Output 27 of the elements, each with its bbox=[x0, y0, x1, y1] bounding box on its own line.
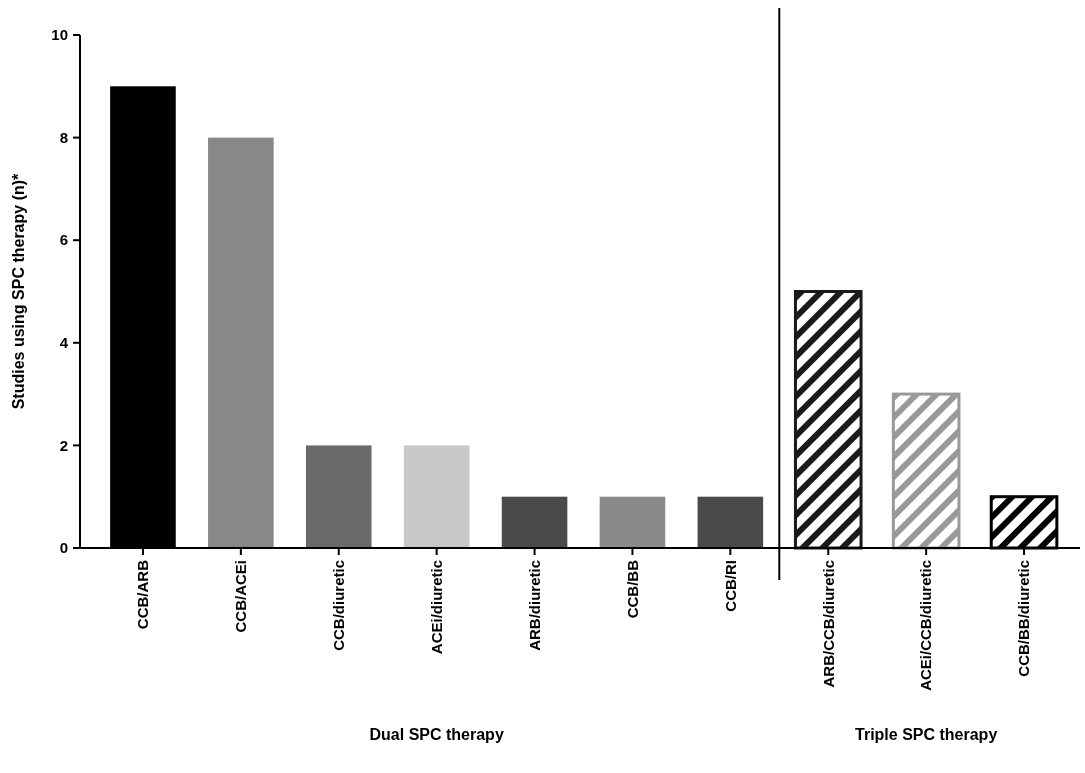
text: Dual SPC therapy bbox=[369, 726, 504, 743]
x-tick-label: CCB/BB bbox=[623, 559, 641, 619]
x-tick-label: ACEi/CCB/diuretic bbox=[917, 560, 935, 691]
x-tick-label: CCB/diuretic bbox=[330, 560, 347, 651]
bar bbox=[697, 496, 764, 548]
y-axis-title: Studies using SPC therapy (n)* bbox=[10, 172, 27, 410]
x-tick-label: ACEi/diuretic bbox=[427, 560, 445, 655]
x-tick-label: ARB/diuretic bbox=[525, 560, 543, 651]
bar bbox=[305, 445, 372, 548]
bar bbox=[599, 496, 666, 548]
bar bbox=[403, 445, 470, 548]
bar bbox=[208, 137, 274, 548]
y-tick-label: 8 bbox=[59, 128, 68, 146]
bar bbox=[501, 496, 568, 548]
y-tick-label: 10 bbox=[51, 26, 68, 44]
y-tick-label: 0 bbox=[59, 539, 68, 557]
x-tick-label: CCB/RI bbox=[721, 560, 739, 612]
text: Triple SPC therapy bbox=[855, 726, 998, 743]
bar bbox=[891, 392, 961, 550]
x-tick-label: CCB/BB/diuretic bbox=[1015, 560, 1033, 677]
y-tick-label: 6 bbox=[59, 231, 68, 249]
x-tick-label: CCB/ACEi bbox=[232, 560, 250, 633]
x-tick-label: ARB/CCB/diuretic bbox=[819, 560, 837, 688]
x-tick-label: CCB/ARB bbox=[134, 559, 152, 630]
bar bbox=[793, 290, 863, 550]
y-tick-label: 2 bbox=[59, 436, 68, 454]
y-tick-label: 4 bbox=[59, 334, 69, 352]
